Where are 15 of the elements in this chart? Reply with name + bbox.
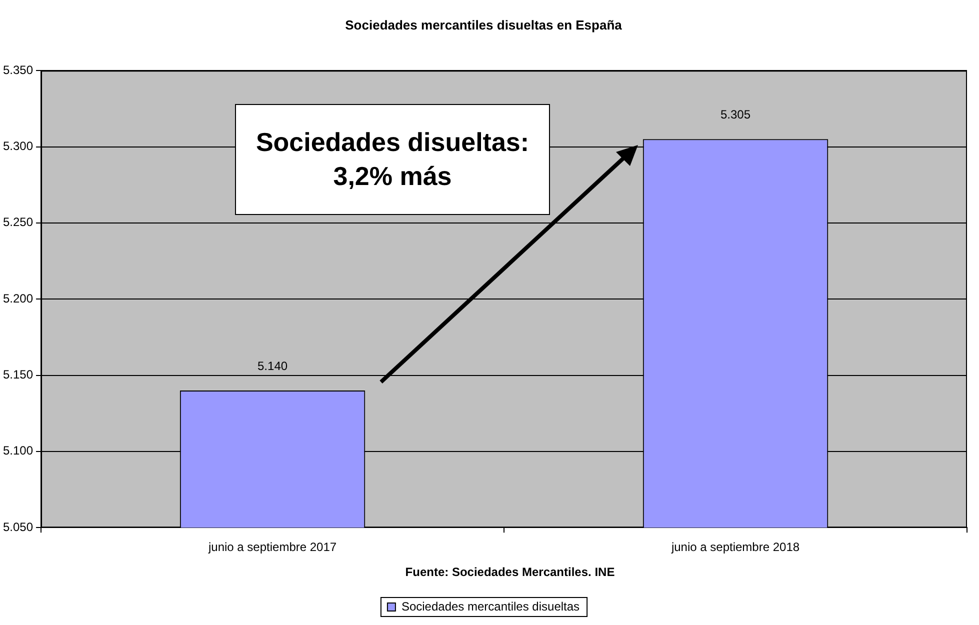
chart-title: Sociedades mercantiles disueltas en España — [345, 17, 623, 32]
y-tick-label: 5.350 — [3, 62, 34, 77]
x-tick-label: junio a septiembre 2017 — [207, 540, 337, 554]
annotation: Sociedades disueltas: 3,2% más — [235, 104, 550, 215]
y-tick-label: 5.250 — [3, 215, 34, 230]
source-note: Fuente: Sociedades Mercantiles. INE — [404, 565, 616, 579]
data-label: 5.140 — [258, 358, 288, 373]
data-label: 5.305 — [720, 107, 751, 122]
y-tick-label: 5.200 — [3, 291, 34, 306]
y-tick-label: 5.100 — [3, 444, 34, 458]
legend-label: Sociedades mercantiles disueltas — [401, 599, 580, 614]
x-tick-label: junio a septiembre 2018 — [670, 540, 800, 554]
y-tick-label: 5.300 — [3, 139, 34, 154]
y-tick-label: 5.150 — [3, 368, 34, 382]
y-tick-label: 5.050 — [3, 520, 34, 534]
